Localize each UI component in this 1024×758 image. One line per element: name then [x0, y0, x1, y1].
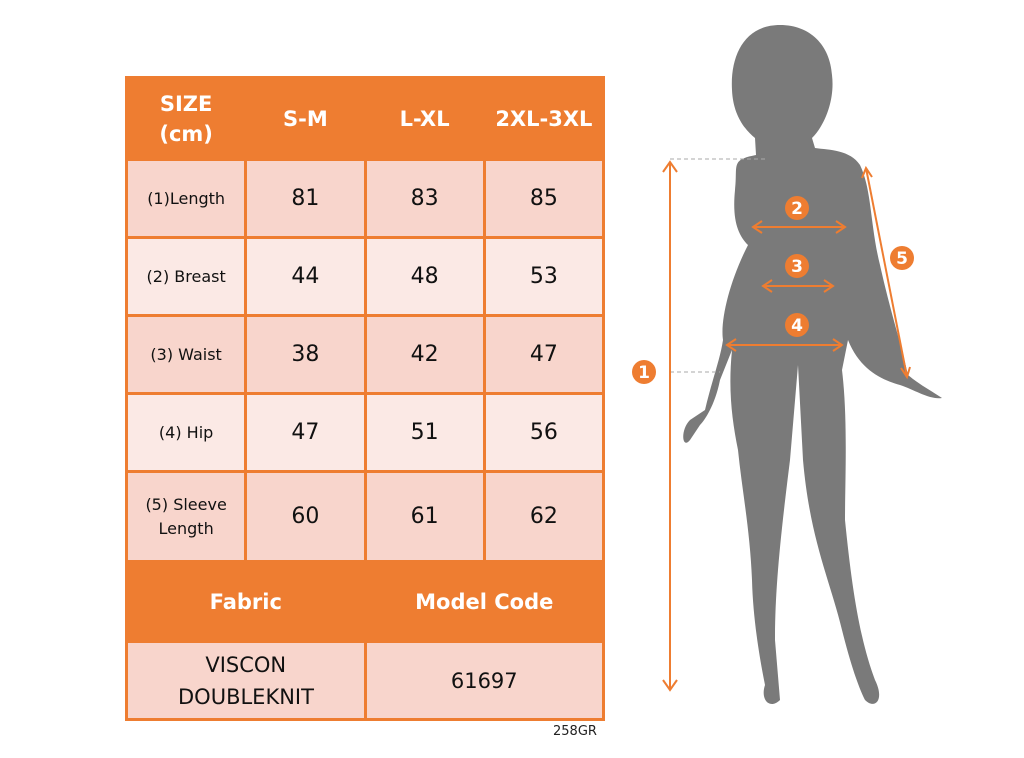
fabric-value-text: VISCON DOUBLEKNIT: [178, 652, 314, 709]
marker-1-label: 1: [638, 363, 650, 383]
cell: 44: [244, 236, 367, 317]
fabric-header-row: Fabric Model Code: [125, 560, 605, 643]
marker-4: [785, 313, 809, 337]
header-row: SIZE (cm) S-M L-XL 2XL-3XL: [124, 76, 606, 161]
row-label: (4) Hip: [124, 392, 248, 473]
cell: 81: [244, 158, 367, 239]
body-silhouette-figure: 1 2 3 4 5: [632, 25, 942, 705]
guide-lines: [670, 158, 765, 373]
marker-2: [785, 196, 809, 220]
marker-4-label: 4: [791, 316, 803, 336]
cell: 47: [244, 392, 367, 473]
cell: 56: [482, 392, 606, 473]
table-row: (1)Length 81 83 85: [124, 158, 606, 239]
marker-3-label: 3: [791, 257, 803, 277]
model-code-label: Model Code: [363, 560, 605, 643]
marker-1: [632, 360, 656, 384]
cell: 47: [482, 314, 606, 395]
cell: 60: [244, 470, 367, 563]
silhouette: [683, 25, 942, 705]
row-label: (5) Sleeve Length: [124, 470, 248, 563]
table-row: (4) Hip 47 51 56: [124, 392, 606, 473]
table-row: (2) Breast 44 48 53: [124, 236, 606, 317]
cell: 83: [363, 158, 486, 239]
size-header-text: SIZE (cm): [159, 91, 213, 146]
size-chart-table: SIZE (cm) S-M L-XL 2XL-3XL (1)Length 81 …: [124, 76, 606, 721]
row-label: (3) Waist: [124, 314, 248, 395]
cell: 51: [363, 392, 486, 473]
marker-5: [890, 246, 914, 270]
cell: 48: [363, 236, 486, 317]
marker-5-label: 5: [896, 249, 908, 269]
measure-arrows: [662, 160, 911, 692]
row-label-text: (5) Sleeve Length: [145, 494, 227, 538]
cell: 38: [244, 314, 367, 395]
table-row: (5) Sleeve Length 60 61 62: [124, 470, 606, 563]
table-row: (3) Waist 38 42 47: [124, 314, 606, 395]
measure-markers: 1 2 3 4 5: [632, 196, 914, 384]
cell: 62: [482, 470, 606, 563]
fabric-value-row: VISCON DOUBLEKNIT 61697: [125, 640, 605, 721]
size-col-lxl: L-XL: [363, 76, 486, 161]
marker-2-label: 2: [791, 199, 803, 219]
cell: 42: [363, 314, 486, 395]
size-col-sm: S-M: [244, 76, 367, 161]
cell: 53: [482, 236, 606, 317]
marker-3: [785, 254, 809, 278]
cell: 85: [482, 158, 606, 239]
product-code: 258GR: [553, 724, 597, 739]
model-code-value: 61697: [363, 640, 605, 721]
row-label: (1)Length: [124, 158, 248, 239]
size-header: SIZE (cm): [124, 76, 248, 161]
row-label: (2) Breast: [124, 236, 248, 317]
fabric-label: Fabric: [125, 560, 367, 643]
cell: 61: [363, 470, 486, 563]
size-col-2xl3xl: 2XL-3XL: [482, 76, 606, 161]
fabric-value: VISCON DOUBLEKNIT: [125, 640, 367, 721]
